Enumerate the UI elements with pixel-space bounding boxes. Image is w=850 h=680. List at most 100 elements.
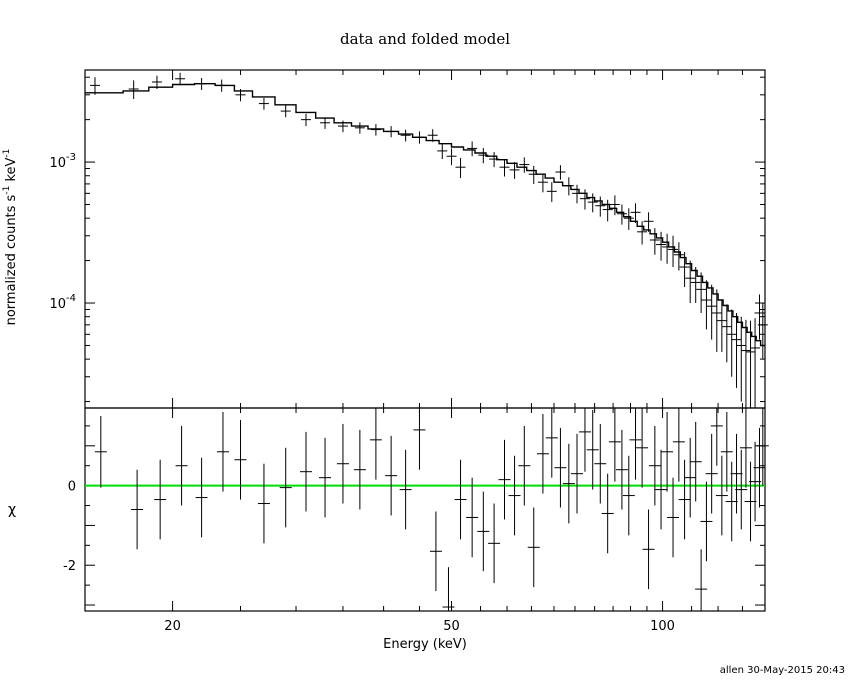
- data-point: [572, 184, 583, 204]
- residual-point: [131, 469, 144, 550]
- data-point: [280, 105, 291, 118]
- residual-point: [594, 423, 607, 504]
- data-point: [537, 173, 548, 193]
- data-point: [706, 284, 717, 340]
- residual-point: [527, 507, 540, 588]
- bottom-y-tick-label: 0: [68, 480, 76, 495]
- residual-point: [744, 461, 757, 542]
- data-point: [499, 159, 510, 177]
- folded-model-line: [85, 83, 765, 347]
- residual-point: [545, 408, 558, 478]
- data-point: [587, 193, 598, 213]
- bottom-panel-ticks: [84, 408, 766, 611]
- residual-point: [413, 408, 426, 470]
- residual-point: [319, 437, 332, 518]
- data-point: [216, 79, 227, 92]
- data-point: [301, 113, 312, 127]
- residual-point: [498, 439, 511, 520]
- residual-point: [94, 415, 107, 488]
- data-point: [400, 129, 411, 142]
- residual-point: [234, 419, 247, 500]
- data-point: [649, 228, 660, 255]
- data-point: [437, 143, 448, 160]
- residual-point: [369, 408, 382, 480]
- residual-point: [175, 425, 188, 506]
- residual-point: [735, 449, 748, 530]
- residual-point: [554, 427, 567, 508]
- residual-point: [608, 408, 621, 482]
- data-point: [690, 267, 701, 304]
- residual-point: [216, 411, 229, 492]
- residual-point: [642, 509, 655, 590]
- x-tick-labels: 20 50 100: [164, 619, 675, 634]
- data-point: [89, 77, 100, 95]
- data-point: [716, 300, 727, 352]
- top-y-axis-label: normalized counts s-1 keV-1: [2, 149, 19, 326]
- residual-point: [715, 455, 728, 536]
- data-point: [235, 88, 246, 102]
- data-point: [354, 122, 365, 134]
- top-y-tick-label: 10-4: [49, 293, 76, 312]
- residual-point: [601, 473, 614, 554]
- residual-point: [488, 503, 501, 584]
- data-point: [446, 148, 457, 166]
- x-axis-label: Energy (keV): [383, 637, 467, 652]
- data-point: [455, 157, 466, 179]
- data-point: [602, 199, 613, 222]
- data-point: [685, 260, 696, 304]
- data-point: [696, 272, 707, 313]
- residual-point: [615, 429, 628, 510]
- residual-point: [622, 455, 635, 536]
- residual-point: [300, 431, 313, 512]
- residual-point: [257, 463, 270, 544]
- top-panel-ticks: [84, 70, 766, 408]
- data-point: [673, 242, 684, 271]
- residual-point: [508, 455, 521, 536]
- top-y-tick-labels: 10-3 10-4: [49, 152, 76, 312]
- residual-point: [661, 411, 674, 492]
- data-point: [740, 319, 751, 408]
- residual-point: [725, 461, 738, 542]
- residual-point: [730, 433, 743, 514]
- residual-point: [353, 429, 366, 510]
- residual-point: [684, 437, 697, 518]
- data-point: [711, 289, 722, 352]
- ylabel-text: normalized counts s: [4, 194, 19, 325]
- data-point: [386, 126, 397, 138]
- residual-point: [562, 443, 575, 524]
- footer-stamp: allen 30-May-2015 20:43: [720, 665, 845, 676]
- residual-point: [586, 409, 599, 490]
- residual-point: [667, 477, 680, 558]
- data-point: [414, 131, 425, 144]
- bottom-y-axis-label: χ: [8, 502, 16, 518]
- residual-point: [700, 481, 713, 562]
- data-point: [555, 165, 566, 180]
- data-point: [175, 72, 186, 86]
- data-point: [701, 280, 712, 330]
- x-tick-label: 100: [650, 619, 675, 634]
- data-point: [609, 195, 620, 216]
- data-point: [128, 80, 139, 100]
- residual-point: [695, 549, 708, 611]
- bottom-panel-frame: [84, 407, 766, 612]
- data-point: [370, 124, 381, 136]
- ylabel-superscript-1: -1: [2, 186, 12, 195]
- chart-title: data and folded model: [340, 30, 510, 48]
- residual-point: [648, 425, 661, 506]
- data-point: [258, 97, 269, 110]
- residual-data-points: [94, 408, 769, 611]
- data-point: [726, 309, 737, 377]
- data-point: [320, 117, 331, 129]
- residual-point: [385, 435, 398, 516]
- data-point: [509, 162, 520, 179]
- x-tick-label: 20: [164, 619, 181, 634]
- data-point: [467, 141, 478, 157]
- residual-point: [756, 408, 769, 486]
- residual-point: [689, 421, 702, 502]
- data-point: [579, 189, 590, 210]
- residual-point: [578, 408, 591, 472]
- data-point: [662, 233, 673, 264]
- data-point: [757, 303, 768, 360]
- data-point: [616, 204, 627, 225]
- residual-point: [705, 433, 718, 514]
